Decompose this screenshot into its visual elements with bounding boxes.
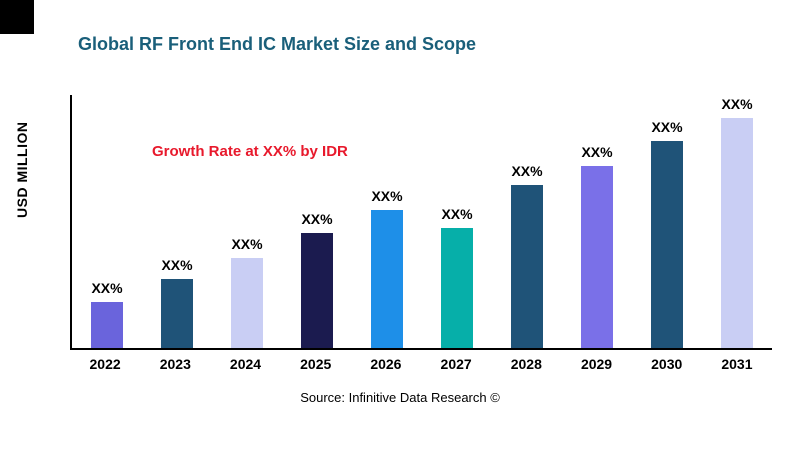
x-axis-tick-label: 2022 bbox=[89, 356, 121, 372]
chart-title: Global RF Front End IC Market Size and S… bbox=[78, 34, 477, 54]
bar bbox=[161, 279, 193, 348]
bar-value-label: XX% bbox=[371, 188, 403, 204]
bar bbox=[581, 166, 613, 348]
bar-column: XX% bbox=[562, 144, 632, 348]
bar-value-label: XX% bbox=[161, 257, 193, 273]
bar-value-label: XX% bbox=[231, 236, 263, 252]
source-attribution: Source: Infinitive Data Research © bbox=[300, 390, 500, 405]
bar-column: XX% bbox=[352, 188, 422, 348]
bar bbox=[371, 210, 403, 348]
bar bbox=[511, 185, 543, 348]
x-axis-tick-label: 2027 bbox=[440, 356, 472, 372]
x-axis-tick-label: 2023 bbox=[159, 356, 191, 372]
bar-column: XX% bbox=[492, 163, 562, 348]
x-axis-tick-label: 2024 bbox=[229, 356, 262, 372]
bar bbox=[91, 302, 123, 348]
x-axis-tick-label: 2028 bbox=[510, 356, 542, 372]
x-axis-tick-label: 2031 bbox=[721, 356, 753, 372]
bar-column: XX% bbox=[422, 206, 492, 348]
growth-rate-annotation: Growth Rate at XX% by IDR bbox=[152, 143, 348, 160]
bar bbox=[651, 141, 683, 348]
plot-area: Growth Rate at XX% by IDR XX% XX% XX% XX% XX… bbox=[70, 95, 772, 350]
bar-column: XX% bbox=[282, 211, 352, 348]
bar bbox=[231, 258, 263, 348]
bar-value-label: XX% bbox=[441, 206, 473, 222]
x-axis-tick-label: 2026 bbox=[370, 356, 402, 372]
y-axis-label: USD MILLION bbox=[14, 121, 30, 219]
bars: XX% XX% XX% XX% XX% XX% XX% XX% XX% XX% bbox=[72, 95, 772, 348]
bar-value-label: XX% bbox=[91, 280, 123, 296]
bar-value-label: XX% bbox=[721, 96, 753, 112]
bar-column: XX% bbox=[632, 119, 702, 348]
bar-column: XX% bbox=[212, 236, 282, 348]
corner-decoration bbox=[0, 0, 34, 34]
bar-column: XX% bbox=[142, 257, 212, 348]
bar-value-label: XX% bbox=[651, 119, 683, 135]
bar-column: XX% bbox=[702, 96, 772, 348]
bar bbox=[301, 233, 333, 348]
bar-value-label: XX% bbox=[301, 211, 333, 227]
bar-column: XX% bbox=[72, 280, 142, 348]
bar bbox=[441, 228, 473, 348]
x-axis-ticks: 2022 2023 2024 2025 2026 2027 2028 2029 2030 2031 bbox=[70, 356, 772, 372]
bar-value-label: XX% bbox=[581, 144, 613, 160]
x-axis-tick-label: 2030 bbox=[651, 356, 683, 372]
x-axis-tick-label: 2029 bbox=[580, 356, 613, 372]
bar bbox=[721, 118, 753, 348]
bar-value-label: XX% bbox=[511, 163, 543, 179]
x-axis-tick-label: 2025 bbox=[300, 356, 332, 372]
